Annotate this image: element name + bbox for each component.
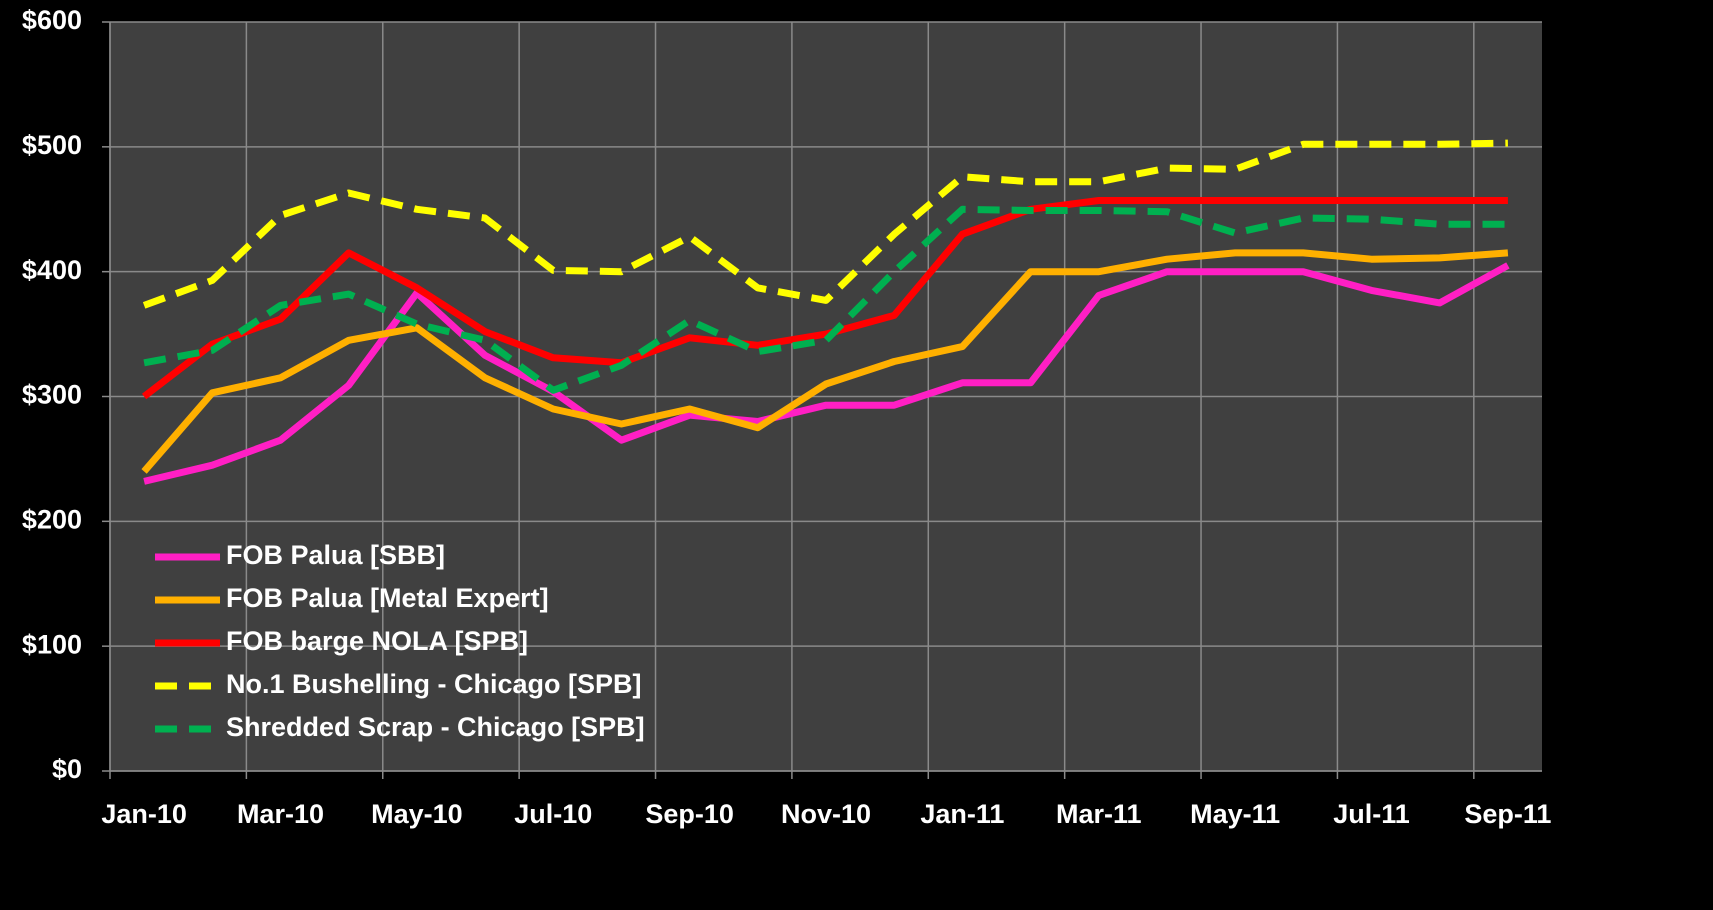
x-tick-label: Sep-10 [645, 799, 734, 829]
series-line [143, 205, 1508, 394]
y-tick-label: $600 [22, 5, 82, 35]
x-tick-label: Jul-10 [514, 799, 592, 829]
legend-label: Shredded Scrap - Chicago [SPB] [226, 712, 645, 742]
x-tick-label: Nov-10 [781, 799, 871, 829]
legend-label: FOB Palua [Metal Expert] [226, 583, 549, 613]
legend-label: No.1 Bushelling - Chicago [SPB] [226, 669, 642, 699]
legend-label: FOB barge NOLA [SPB] [226, 626, 528, 656]
x-tick-label: May-11 [1190, 799, 1280, 829]
x-tick-label: Jan-10 [101, 799, 187, 829]
x-tick-label: Jul-11 [1333, 799, 1410, 829]
series-line [143, 262, 1510, 485]
y-tick-label: $400 [22, 255, 82, 285]
y-tick-label: $200 [22, 504, 82, 534]
x-tick-label: Jan-11 [920, 799, 1004, 829]
y-tick-label: $100 [22, 629, 82, 659]
x-tick-label: Sep-11 [1464, 799, 1551, 829]
x-tick-label: May-10 [371, 799, 463, 829]
x-tick-label: Mar-10 [237, 799, 324, 829]
x-tick-label: Mar-11 [1056, 799, 1142, 829]
y-tick-label: $0 [52, 754, 82, 784]
series-line [141, 249, 1509, 474]
y-tick-label: $300 [22, 380, 82, 410]
series-line [141, 197, 1508, 400]
series-line [142, 139, 1508, 309]
y-tick-label: $500 [22, 130, 82, 160]
legend-label: FOB Palua [SBB] [226, 540, 445, 570]
